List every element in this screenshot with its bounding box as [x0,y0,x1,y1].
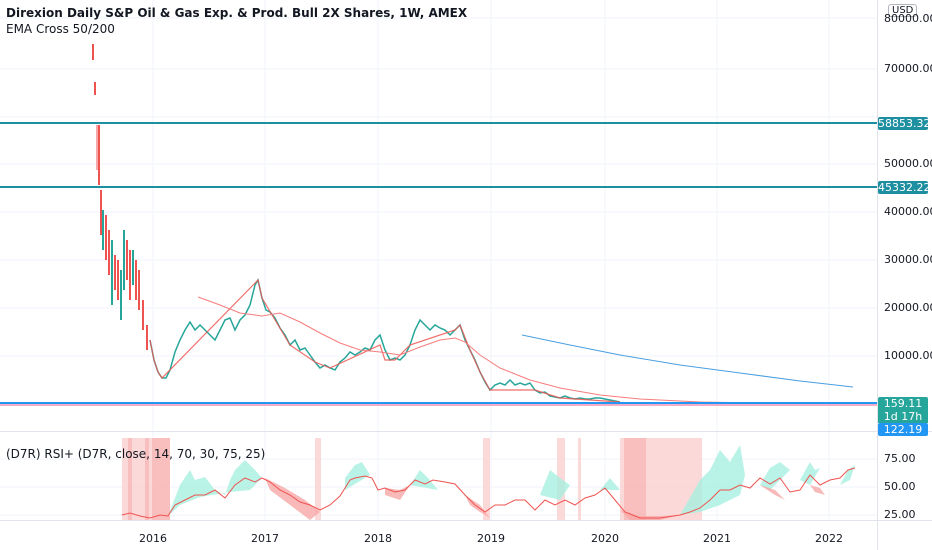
time-tick: 2017 [251,532,279,545]
time-tick: 2018 [364,532,392,545]
countdown-badge: 1d 17h [878,410,928,423]
time-axis-border [0,520,932,521]
ema-value-badge: 122.19 [878,423,928,436]
rsi-tick: 50.00 [884,480,916,493]
indicator-legend-rsi[interactable]: (D7R) RSI+ (D7R, close, 14, 70, 30, 75, … [6,447,266,461]
ema-200-line [521,334,854,388]
price-line-down-overlay [149,278,621,403]
ema-50-line [197,296,877,404]
time-tick: 2019 [477,532,505,545]
symbol-title[interactable]: Direxion Daily S&P Oil & Gas Exp. & Prod… [6,6,468,20]
time-tick: 2016 [139,532,167,545]
price-tick: 40000.00 [884,205,932,218]
pane-separator[interactable] [0,431,932,432]
indicator-legend-ema[interactable]: EMA Cross 50/200 [6,22,115,36]
price-candles [92,44,148,350]
price-tick: 30000.00 [884,253,932,266]
rsi-tick: 25.00 [884,508,916,521]
rsi-tick: 75.00 [884,452,916,465]
time-tick: 2021 [703,532,731,545]
price-grid [0,0,877,520]
price-tick: 80000.00 [884,12,932,25]
level-badge-58853: 58853.32 [878,117,931,130]
time-tick: 2022 [815,532,843,545]
time-tick: 2020 [591,532,619,545]
price-tick: 20000.00 [884,301,932,314]
last-price-badge: 159.11 [878,397,928,410]
price-tick: 10000.00 [884,349,932,362]
rsi-oversold-zones [122,438,702,520]
level-badge-45332: 45332.22 [878,181,931,194]
price-tick: 70000.00 [884,62,932,75]
price-tick: 50000.00 [884,157,932,170]
rsi-line [121,467,856,519]
rsi-bull-bands [168,445,855,516]
price-axis-border [877,0,878,550]
currency-label[interactable]: USD [888,4,918,17]
price-line [149,278,621,403]
